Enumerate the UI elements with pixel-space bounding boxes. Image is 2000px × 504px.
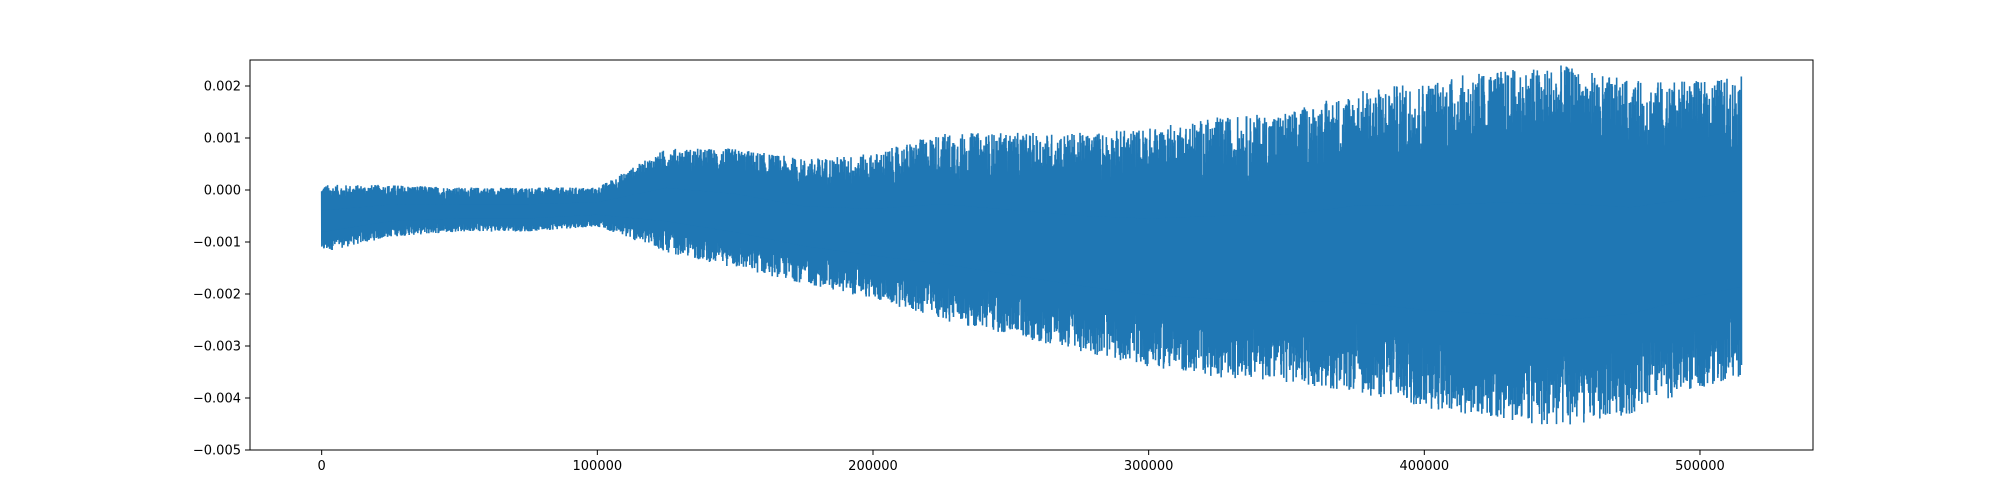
x-tick-label: 400000 (1399, 459, 1449, 474)
y-tick-label: −0.004 (193, 392, 241, 407)
y-tick-label: −0.002 (193, 288, 241, 303)
series-layer (320, 65, 1743, 425)
x-tick-label: 300000 (1124, 459, 1174, 474)
y-tick-label: 0.000 (204, 184, 241, 199)
x-tick-label: 100000 (573, 459, 623, 474)
series-line (320, 65, 1743, 425)
series-core (321, 187, 1742, 320)
y-tick-label: 0.001 (204, 132, 241, 147)
x-tick-label: 500000 (1675, 459, 1725, 474)
y-tick-label: −0.005 (193, 444, 241, 459)
y-tick-label: −0.003 (193, 340, 241, 355)
plot-frame (249, 59, 1814, 451)
y-tick-label: 0.002 (204, 80, 241, 95)
x-tick-label: 0 (318, 459, 326, 474)
axes-layer: 0 100000 200000 300000 400000 500000 −0.005 −0.… (193, 59, 1814, 474)
y-tick-label: −0.001 (193, 236, 241, 251)
x-tick-label: 200000 (848, 459, 898, 474)
